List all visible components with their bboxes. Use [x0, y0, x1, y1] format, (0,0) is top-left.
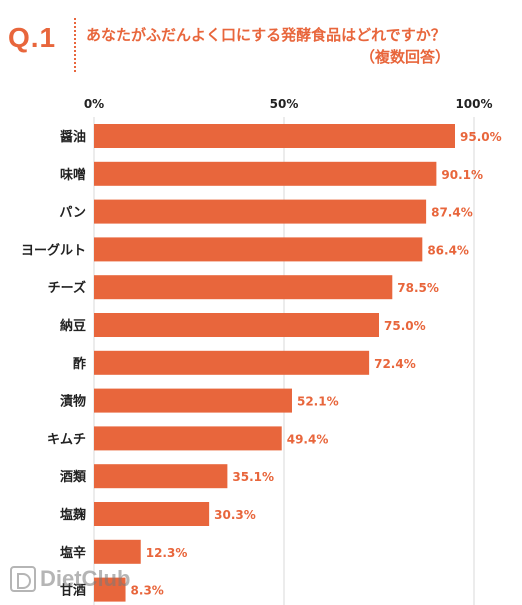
bar	[94, 313, 379, 337]
bar	[94, 124, 455, 148]
category-label: 醤油	[60, 129, 86, 145]
bar	[94, 577, 126, 602]
category-label: 漬物	[60, 394, 86, 410]
value-label: 86.4%	[427, 243, 469, 257]
value-label: 72.4%	[374, 357, 416, 371]
category-label: 塩麹	[60, 507, 86, 523]
dietclub-logo-icon	[10, 566, 36, 592]
value-label: 35.1%	[232, 470, 274, 484]
value-label: 12.3%	[146, 546, 188, 560]
value-label: 90.1%	[441, 168, 483, 182]
value-label: 75.0%	[384, 319, 426, 333]
bar	[94, 350, 370, 375]
x-tick-label: 100%	[455, 97, 492, 111]
category-label: 味噌	[60, 167, 86, 183]
value-label: 95.0%	[460, 130, 502, 144]
value-label: 8.3%	[131, 584, 164, 598]
bar	[94, 237, 423, 262]
x-tick-label: 50%	[270, 97, 299, 111]
category-label: 納豆	[60, 318, 86, 334]
title-line-1: あなたがふだんよく口にする発酵食品はどれですか？	[86, 26, 446, 44]
value-label: 30.3%	[214, 508, 256, 522]
category-label: 酢	[73, 356, 86, 372]
value-label: 87.4%	[431, 206, 473, 220]
title-line-2: （複数回答）	[359, 48, 450, 66]
watermark: DietClub	[10, 566, 130, 592]
bar	[94, 275, 393, 300]
category-label: キムチ	[47, 432, 86, 447]
category-label: パン	[59, 206, 86, 221]
category-label: 塩辛	[60, 545, 86, 561]
value-label: 78.5%	[397, 281, 439, 295]
bar	[94, 199, 427, 224]
category-label: ヨーグルト	[21, 242, 86, 258]
x-tick-label: 0%	[84, 97, 104, 111]
header-divider	[74, 18, 76, 72]
value-label: 52.1%	[297, 395, 339, 409]
value-label: 49.4%	[287, 432, 329, 446]
bar	[94, 502, 210, 526]
question-number: Q.1	[8, 22, 57, 53]
chart-title: あなたがふだんよく口にする発酵食品はどれですか？ （複数回答）	[86, 24, 506, 68]
category-label: チーズ	[48, 280, 86, 296]
category-label: 甘酒	[60, 583, 86, 599]
bar	[94, 426, 282, 451]
bar	[94, 464, 228, 489]
bar	[94, 388, 292, 413]
watermark-text: DietClub	[40, 566, 131, 591]
category-label: 酒類	[60, 470, 87, 485]
bar	[94, 539, 141, 564]
bar	[94, 161, 437, 186]
